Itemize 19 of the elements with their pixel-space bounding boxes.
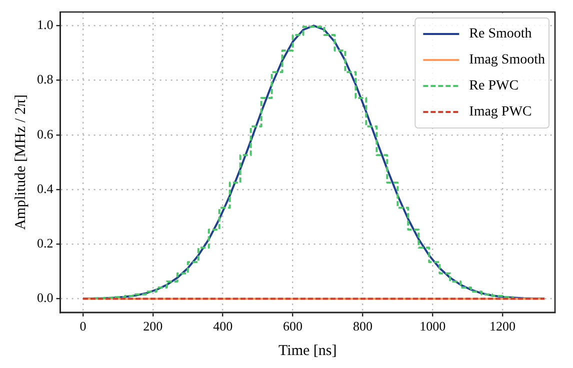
x-tick-label: 0 xyxy=(80,318,86,334)
y-tick-label: 0.4 xyxy=(37,180,54,196)
x-tick-label: 400 xyxy=(213,318,233,334)
legend-label: Imag PWC xyxy=(469,104,532,120)
y-tick-label: 1.0 xyxy=(37,17,54,32)
y-axis-title: Amplitude [MHz / 2π] xyxy=(12,94,29,230)
legend-label: Re Smooth xyxy=(469,26,532,42)
legend-label: Imag Smooth xyxy=(469,52,546,68)
x-tick-label: 600 xyxy=(283,318,303,334)
legend-label: Re PWC xyxy=(469,78,519,94)
x-axis-title: Time [ns] xyxy=(278,342,337,359)
x-tick-label: 800 xyxy=(352,318,372,334)
x-tick-label: 1200 xyxy=(490,318,516,334)
y-tick-label: 0.6 xyxy=(37,126,54,142)
x-tick-label: 1000 xyxy=(420,318,446,334)
y-tick-label: 0.0 xyxy=(37,290,54,306)
x-tick-label: 200 xyxy=(143,318,163,334)
y-tick-label: 0.2 xyxy=(37,236,54,251)
y-tick-label: 0.8 xyxy=(37,72,54,87)
